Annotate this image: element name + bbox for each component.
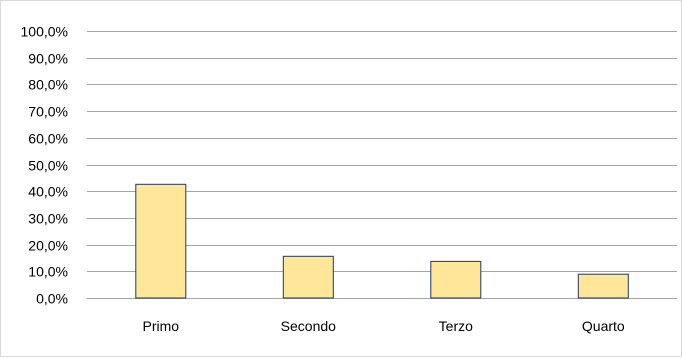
x-category-label: Secondo [281, 318, 336, 334]
y-tick-label: 40,0% [28, 184, 68, 200]
bar-primo [135, 183, 187, 299]
y-axis-ticks: 0,0% 10,0% 20,0% 30,0% 40,0% 50,0% 60,0% 70,0% 8… [21, 24, 68, 307]
x-axis-labels: Primo Secondo Terzo Quarto [143, 318, 625, 334]
x-category-label: Quarto [582, 318, 625, 334]
bar-secondo [282, 255, 334, 299]
y-tick-label: 60,0% [28, 131, 68, 147]
bar-terzo [430, 260, 482, 299]
x-category-label: Terzo [439, 318, 473, 334]
y-tick-label: 80,0% [28, 77, 68, 93]
y-tick-label: 70,0% [28, 104, 68, 120]
bar-quarto [577, 273, 629, 299]
y-tick-label: 100,0% [21, 24, 68, 40]
y-tick-label: 20,0% [28, 238, 68, 254]
y-tick-label: 0,0% [36, 291, 68, 307]
bars [135, 183, 629, 299]
x-category-label: Primo [143, 318, 180, 334]
y-tick-label: 50,0% [28, 158, 68, 174]
y-tick-label: 30,0% [28, 211, 68, 227]
y-tick-label: 10,0% [28, 264, 68, 280]
y-tick-label: 90,0% [28, 51, 68, 67]
